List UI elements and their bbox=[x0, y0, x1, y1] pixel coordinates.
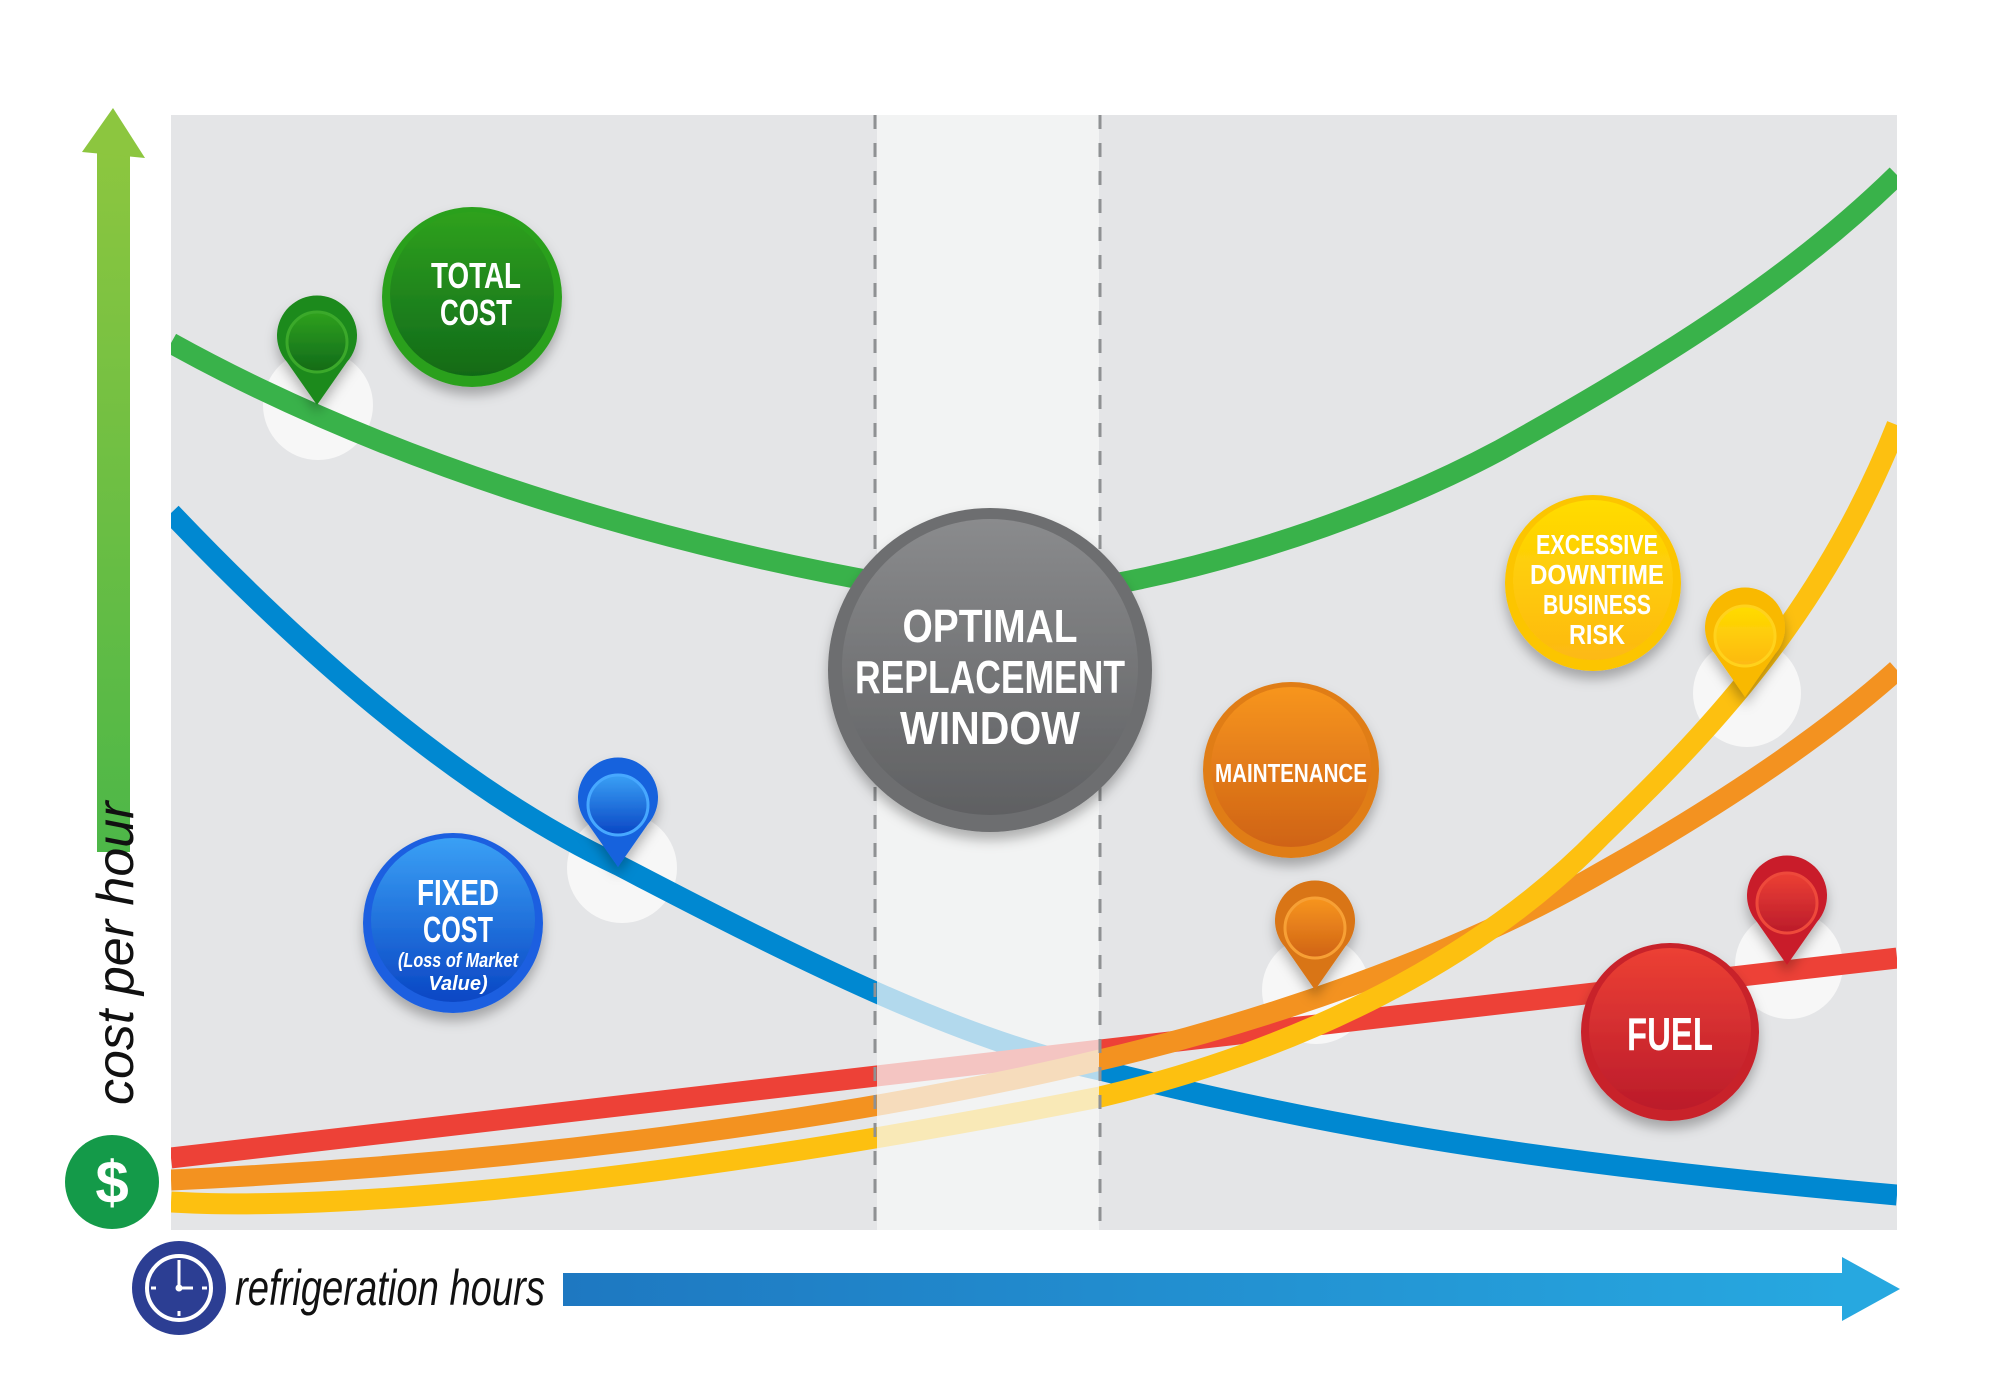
svg-text:Value): Value) bbox=[428, 973, 488, 995]
svg-text:REPLACEMENT: REPLACEMENT bbox=[855, 651, 1125, 703]
svg-text:WINDOW: WINDOW bbox=[900, 702, 1081, 754]
svg-text:DOWNTIME: DOWNTIME bbox=[1530, 559, 1664, 590]
total-cost-bubble: TOTAL COST bbox=[382, 207, 562, 387]
fuel-pin-icon bbox=[1746, 855, 1827, 965]
fixed-cost-pin-icon bbox=[578, 757, 658, 867]
y-axis-arrow bbox=[82, 108, 145, 852]
x-axis-arrow bbox=[563, 1257, 1900, 1321]
svg-text:EXCESSIVE: EXCESSIVE bbox=[1536, 529, 1658, 560]
svg-text:(Loss of Market: (Loss of Market bbox=[398, 950, 519, 972]
svg-text:OPTIMAL: OPTIMAL bbox=[903, 600, 1078, 652]
maintenance-bubble: MAINTENANCE bbox=[1203, 682, 1379, 858]
y-axis-label: cost per hour bbox=[87, 799, 145, 1105]
svg-text:COST: COST bbox=[423, 909, 493, 950]
svg-text:RISK: RISK bbox=[1569, 619, 1625, 650]
total-cost-pin-icon bbox=[277, 295, 357, 405]
svg-text:FUEL: FUEL bbox=[1627, 1008, 1713, 1060]
fixed-cost-bubble: FIXED COST (Loss of Market Value) bbox=[363, 833, 543, 1013]
excessive-downtime-bubble: EXCESSIVE DOWNTIME BUSINESS RISK bbox=[1505, 495, 1681, 671]
svg-text:TOTAL: TOTAL bbox=[431, 255, 521, 296]
excessive-downtime-pin-icon bbox=[1704, 587, 1786, 697]
x-axis-label: refrigeration hours bbox=[235, 1260, 545, 1316]
fuel-bubble: FUEL bbox=[1581, 943, 1759, 1121]
curve-total-cost bbox=[171, 167, 1897, 611]
curve-excessive-downtime bbox=[171, 421, 1897, 1215]
svg-text:FIXED: FIXED bbox=[417, 872, 499, 913]
svg-text:BUSINESS: BUSINESS bbox=[1543, 589, 1651, 620]
curve-maintenance bbox=[171, 662, 1897, 1191]
maintenance-pin-icon bbox=[1274, 880, 1355, 990]
clock-icon bbox=[132, 1241, 226, 1335]
optimal-window-bubble: OPTIMAL REPLACEMENT WINDOW bbox=[828, 508, 1152, 832]
svg-text:MAINTENANCE: MAINTENANCE bbox=[1215, 758, 1367, 788]
svg-text:$: $ bbox=[95, 1149, 128, 1216]
svg-text:COST: COST bbox=[440, 292, 512, 333]
dollar-icon: $ bbox=[65, 1135, 159, 1229]
